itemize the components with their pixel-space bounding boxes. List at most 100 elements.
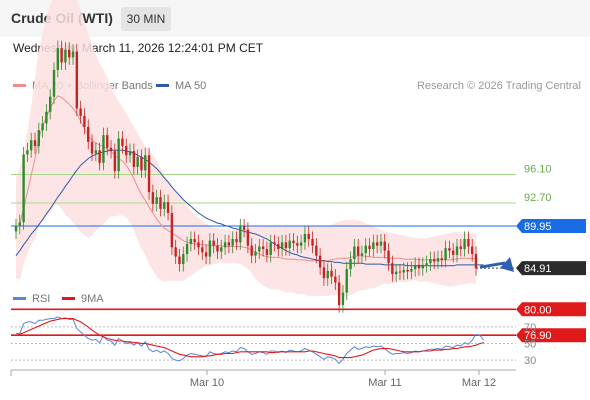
candle-body [463,238,466,250]
candle [429,251,432,271]
candle [45,104,48,132]
candle [242,218,246,238]
candle-body [429,259,432,264]
candle-body [22,154,25,223]
candle [204,244,208,265]
candle [451,243,455,263]
candle-body [246,229,250,246]
candle-body [52,69,56,97]
legend-label-rsi: RSI [32,293,51,305]
candle [353,238,356,267]
candle-body [345,269,348,293]
forecast-arrow-head [500,257,514,272]
candle-body [64,49,67,63]
candle [128,143,132,163]
candle-body [193,238,196,243]
candle [94,142,98,162]
candle-body [391,263,394,275]
candle-body [337,282,341,306]
candle-body [216,245,219,252]
candle [41,115,44,138]
candle-body [144,155,147,171]
candle-body [474,254,478,269]
candle-body [155,197,158,204]
candle-body [360,253,364,256]
time-tick-label: Mar 11 [368,377,401,389]
candle [201,239,204,260]
candle-body [87,126,90,142]
candle [30,132,33,158]
candle [470,238,474,262]
candle [261,238,265,257]
candle-body [178,256,181,265]
legend-item-ma50: MA 50 [156,80,206,92]
candle [322,259,326,286]
candle-body [212,240,215,246]
candle [49,89,52,120]
candle [90,134,94,162]
candle-body [121,138,124,147]
candle [18,214,22,234]
candle-body [106,135,109,148]
candle [79,100,82,124]
candle-body [18,222,22,227]
candle [318,248,322,275]
candle [136,149,139,175]
rsi-panel: 70 50 30 [11,316,536,367]
candle-body [372,242,375,250]
candle [341,285,345,313]
candle [364,238,367,261]
candle-body [322,267,326,279]
candle-body [387,250,390,264]
candle-body [90,141,94,154]
candle [106,127,109,156]
candle [440,250,443,268]
candle-body [242,226,246,230]
candle-body [311,238,314,246]
candle [170,205,174,255]
candle [292,233,295,251]
candle [185,236,189,262]
timeframe-badge[interactable]: 30 MIN [121,7,171,31]
candle [356,238,360,264]
candle [467,231,470,255]
candle [178,249,181,272]
candle-body [109,147,113,152]
candle [372,234,375,257]
candle [68,42,71,65]
price-panel: 96.10 92.70 89.95 84.91 80.00 76.90 [11,0,586,343]
candle-body [174,247,177,257]
candle-body [125,146,128,156]
candle [64,42,67,70]
candle-body [280,242,284,250]
candle-body [30,140,33,151]
candle [56,40,60,78]
candle-body [258,246,261,252]
level-label-92.70: 92.70 [524,192,552,204]
candle-body [383,241,386,251]
candle-body [166,202,170,214]
candle [87,119,90,150]
candle-body [37,130,41,147]
candle-body [102,135,105,163]
candle [273,234,276,252]
candle-body [163,202,166,209]
candle [474,246,478,276]
candle [307,226,310,247]
candle-body [254,251,257,256]
candle-body [455,246,459,255]
candle [448,240,451,259]
candle [379,233,383,254]
candle [98,142,101,171]
candle-body [326,270,329,279]
candle-body [250,245,253,256]
candle-body [315,245,318,256]
candle-body [71,51,75,58]
candle-body [417,264,421,269]
candle [391,255,394,282]
candle-body [239,226,242,243]
candle-body [410,269,413,272]
candle [144,147,147,178]
candle [117,131,120,179]
research-credit: Research © 2026 Trading Central [416,80,581,92]
